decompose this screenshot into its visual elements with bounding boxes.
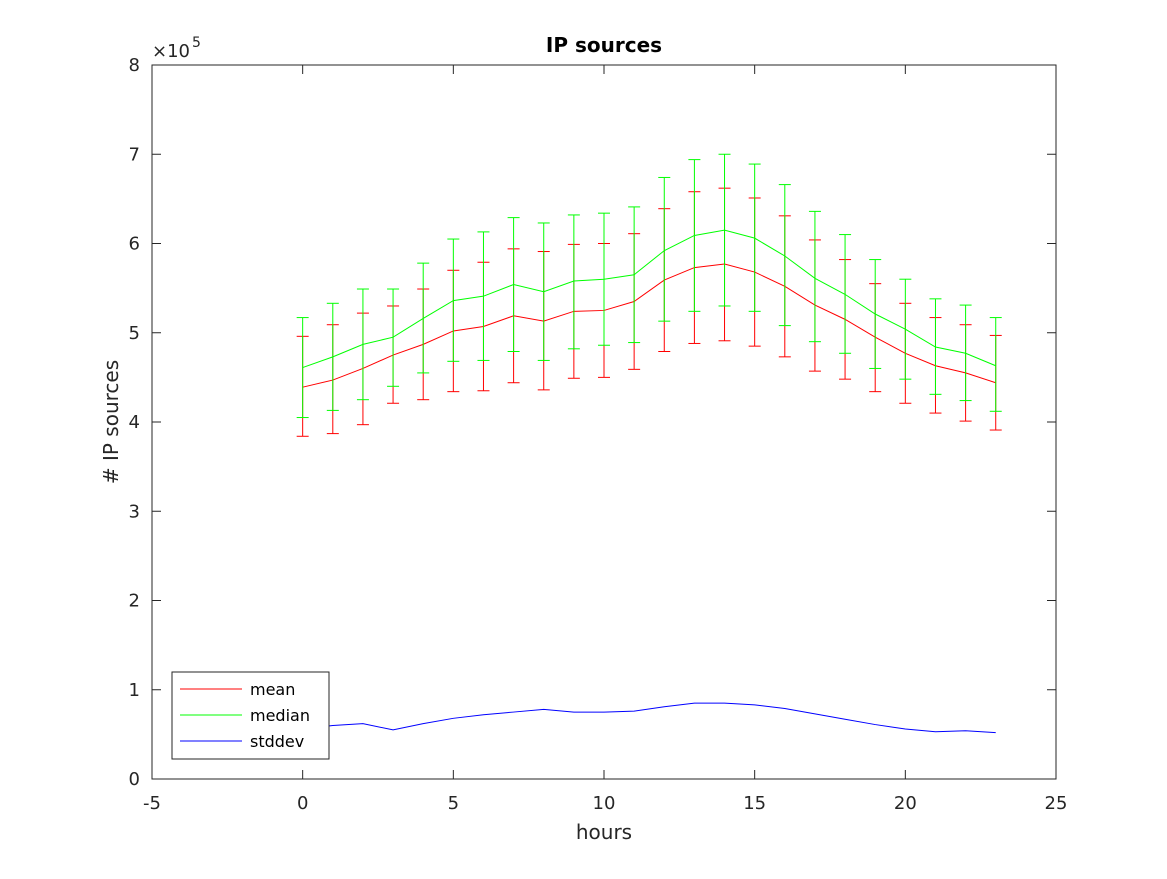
y-tick-label: 5 bbox=[129, 323, 140, 344]
x-tick-label: 10 bbox=[593, 793, 616, 814]
legend-label-mean: mean bbox=[250, 680, 295, 699]
legend-label-median: median bbox=[250, 706, 310, 725]
x-tick-label: -5 bbox=[143, 793, 161, 814]
y-exponent-base: ×10 bbox=[152, 41, 190, 62]
legend: mean median stddev bbox=[171, 671, 330, 760]
legend-label-stddev: stddev bbox=[250, 732, 304, 751]
y-tick-label: 8 bbox=[129, 55, 140, 76]
series-line-mean bbox=[302, 263, 996, 388]
x-axis-label: hours bbox=[576, 820, 632, 844]
x-tick-label: 0 bbox=[297, 793, 308, 814]
chart-title: IP sources bbox=[546, 33, 662, 57]
x-tick-label: 25 bbox=[1045, 793, 1068, 814]
y-tick-label: 0 bbox=[129, 769, 140, 790]
y-tick-label: 4 bbox=[129, 412, 140, 433]
y-axis-label: # IP sources bbox=[99, 360, 123, 484]
y-tick-label: 2 bbox=[129, 591, 140, 612]
y-tick-label: 3 bbox=[129, 501, 140, 522]
y-tick-label: 1 bbox=[129, 680, 140, 701]
series-line-stddev bbox=[302, 702, 996, 734]
x-tick-label: 20 bbox=[894, 793, 917, 814]
series-stddev bbox=[302, 702, 996, 734]
series-median bbox=[296, 153, 1002, 419]
y-tick-label: 7 bbox=[129, 144, 140, 165]
y-exponent: ×10 5 bbox=[152, 35, 201, 62]
x-tick-label: 5 bbox=[448, 793, 459, 814]
y-exponent-power: 5 bbox=[192, 35, 201, 51]
y-tick-label: 6 bbox=[129, 234, 140, 255]
series-layer bbox=[296, 153, 1002, 734]
x-tick-label: 15 bbox=[743, 793, 766, 814]
series-line-median bbox=[302, 229, 996, 369]
